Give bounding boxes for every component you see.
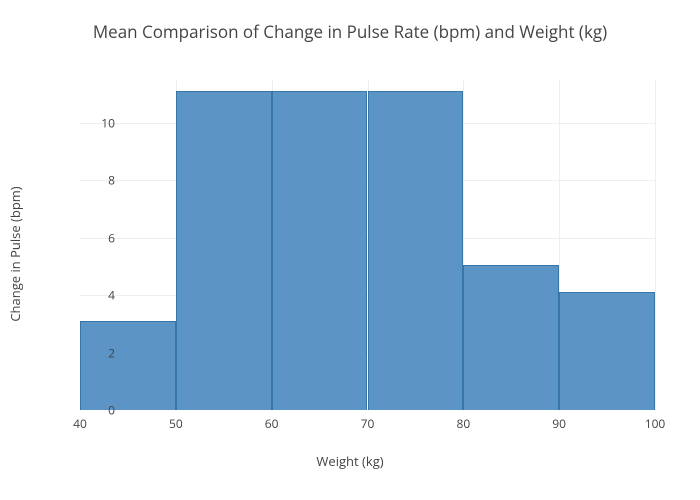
histogram-bar [272, 91, 368, 410]
x-tick-label: 50 [169, 415, 183, 432]
x-tick-label: 70 [361, 415, 375, 432]
chart-title: Mean Comparison of Change in Pulse Rate … [0, 20, 700, 43]
histogram-bar [463, 265, 559, 410]
x-tick-label: 100 [645, 415, 666, 432]
y-tick-label: 4 [85, 287, 115, 304]
y-tick-label: 2 [85, 344, 115, 361]
x-tick-label: 90 [552, 415, 566, 432]
y-axis-label: Change in Pulse (bpm) [6, 186, 24, 321]
y-tick-label: 8 [85, 172, 115, 189]
y-tick-label: 6 [85, 229, 115, 246]
plot-area [80, 80, 655, 410]
grid-line-vertical [655, 80, 656, 410]
x-tick-label: 40 [73, 415, 87, 432]
x-tick-label: 60 [265, 415, 279, 432]
x-tick-label: 80 [456, 415, 470, 432]
y-tick-label: 0 [85, 402, 115, 419]
histogram-bar [559, 292, 655, 410]
histogram-bar [368, 91, 464, 410]
histogram-bar [176, 91, 272, 410]
x-axis-label: Weight (kg) [0, 452, 700, 470]
histogram-bar [80, 321, 176, 410]
chart-container: Mean Comparison of Change in Pulse Rate … [0, 0, 700, 500]
y-tick-label: 10 [85, 115, 115, 132]
